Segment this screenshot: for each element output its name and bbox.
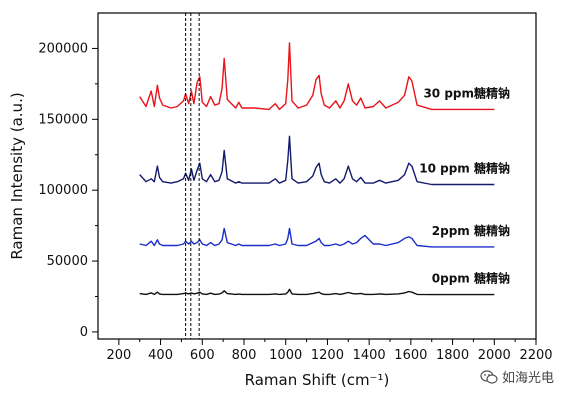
- series-label-3: 0ppm 糖精钠: [432, 271, 510, 286]
- series-label-1: 10 ppm 糖精钠: [419, 161, 510, 176]
- y-tick-label: 150000: [38, 112, 88, 127]
- x-tick-label: 1200: [311, 348, 344, 363]
- x-tick-label: 1400: [353, 348, 386, 363]
- plot-frame: [97, 12, 537, 340]
- axes: 200 400 600 800 1000 1200 1400 1600 1800 2000 2200…: [38, 12, 553, 363]
- y-tick-label: 200000: [38, 41, 88, 56]
- series-line-1: [139, 135, 495, 186]
- series-label-2: 2ppm 糖精钠: [432, 223, 510, 238]
- x-tick-label: 1600: [394, 348, 427, 363]
- y-tick-label: 0: [80, 325, 88, 340]
- x-tick-label: 400: [148, 348, 173, 363]
- x-tick-label: 200: [106, 348, 131, 363]
- x-tick-label: 800: [232, 348, 257, 363]
- wechat-icon: [480, 369, 498, 384]
- series-label-0: 30 ppm糖精钠: [423, 85, 510, 100]
- y-axis-title: Raman Intensity (a.u.): [8, 92, 26, 259]
- series-labels: 30 ppm糖精钠 10 ppm 糖精钠 2ppm 糖精钠 0ppm 糖精钠: [419, 85, 510, 285]
- watermark-text: 如海光电: [501, 371, 554, 386]
- series-line-3: [139, 288, 495, 296]
- series-line-2: [139, 227, 495, 248]
- series-line-0: [139, 42, 495, 111]
- y-tick-label: 50000: [47, 254, 88, 269]
- watermark: 如海光电: [480, 367, 554, 386]
- x-tick-label: 1800: [436, 348, 469, 363]
- x-tick-label: 2200: [519, 348, 552, 363]
- plot-area: [139, 42, 495, 296]
- y-tick-label: 100000: [38, 183, 88, 198]
- x-tick-label: 2000: [478, 348, 511, 363]
- x-tick-label: 600: [190, 348, 215, 363]
- reference-lines: [185, 13, 200, 339]
- x-axis-title: Raman Shift (cm⁻¹): [245, 371, 390, 389]
- x-tick-label: 1000: [269, 348, 302, 363]
